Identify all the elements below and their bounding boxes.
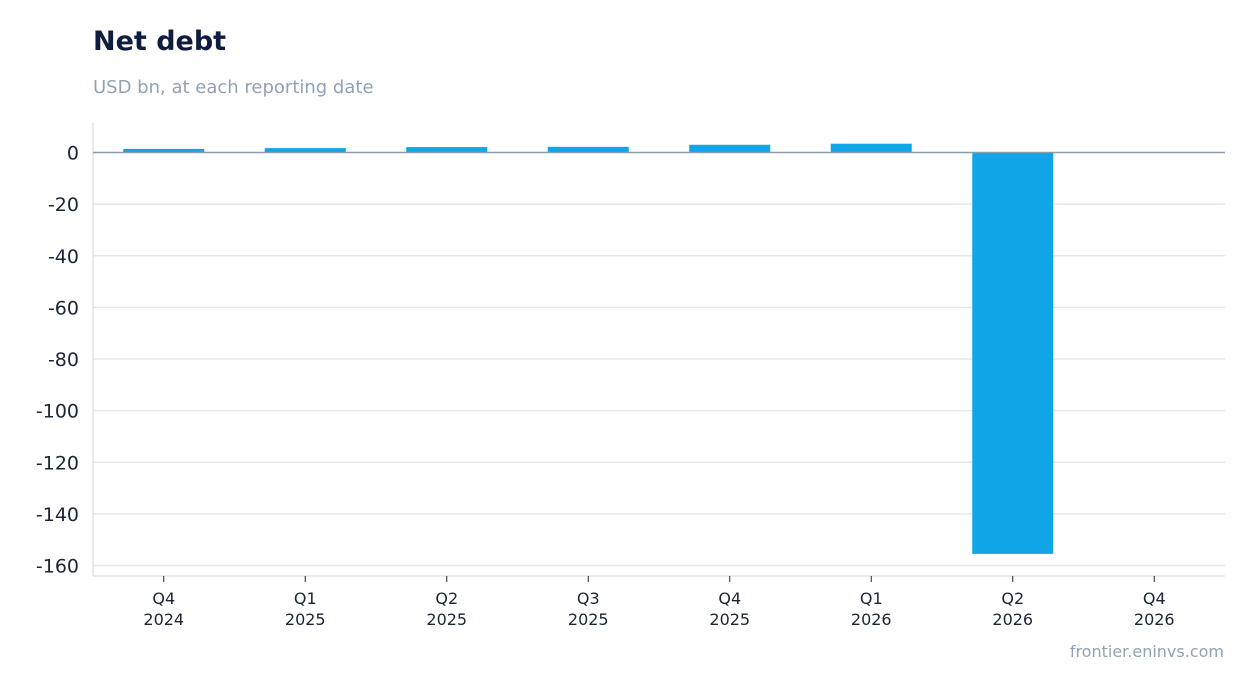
bar	[123, 148, 205, 153]
axes	[92, 123, 1225, 577]
x-tick-label: Q2	[435, 589, 458, 608]
x-tick-label: Q2	[1001, 589, 1024, 608]
bar	[547, 146, 629, 153]
x-tick-label: Q4	[718, 589, 741, 608]
y-tick-label: -100	[36, 401, 79, 423]
y-tick-label: -140	[36, 504, 79, 526]
y-tick-label: -160	[36, 556, 79, 578]
y-axis-ticks: 0 -20 -40 -60 -80 -100 -120 -140 -160	[36, 143, 79, 578]
x-tick-label: 2026	[1134, 610, 1175, 629]
x-tick-label: 2025	[285, 610, 326, 629]
chart-subtitle: USD bn, at each reporting date	[93, 77, 374, 98]
y-tick-label: -60	[48, 297, 79, 319]
y-tick-label: -80	[48, 349, 79, 371]
grid-lines	[93, 203, 1225, 567]
x-tick-label: 2025	[709, 610, 750, 629]
y-tick-label: -120	[36, 452, 79, 474]
x-tick-label: Q4	[1143, 589, 1166, 608]
x-tick-label: 2026	[992, 610, 1033, 629]
bar	[264, 148, 346, 153]
chart-title: Net debt	[93, 26, 227, 57]
x-tick-label: 2024	[143, 610, 184, 629]
y-tick-label: -40	[48, 246, 79, 268]
x-tick-label: 2026	[851, 610, 892, 629]
x-axis-ticks: Q4 2024 Q1 2025 Q2 2025 Q3 2025 Q4 2025 Q1 2026 Q2 20…	[143, 576, 1175, 629]
x-tick-label: Q1	[860, 589, 883, 608]
y-tick-label: -20	[48, 194, 79, 216]
bar	[689, 144, 771, 153]
bars	[123, 143, 1054, 554]
y-tick-label: 0	[67, 143, 79, 165]
x-tick-label: 2025	[426, 610, 467, 629]
x-tick-label: Q1	[294, 589, 317, 608]
bar	[972, 152, 1054, 554]
x-tick-label: Q3	[577, 589, 600, 608]
bar	[406, 147, 488, 153]
source-credit: frontier.eninvs.com	[1069, 642, 1224, 661]
bar	[830, 143, 912, 153]
x-tick-label: Q4	[152, 589, 175, 608]
x-tick-label: 2025	[568, 610, 609, 629]
